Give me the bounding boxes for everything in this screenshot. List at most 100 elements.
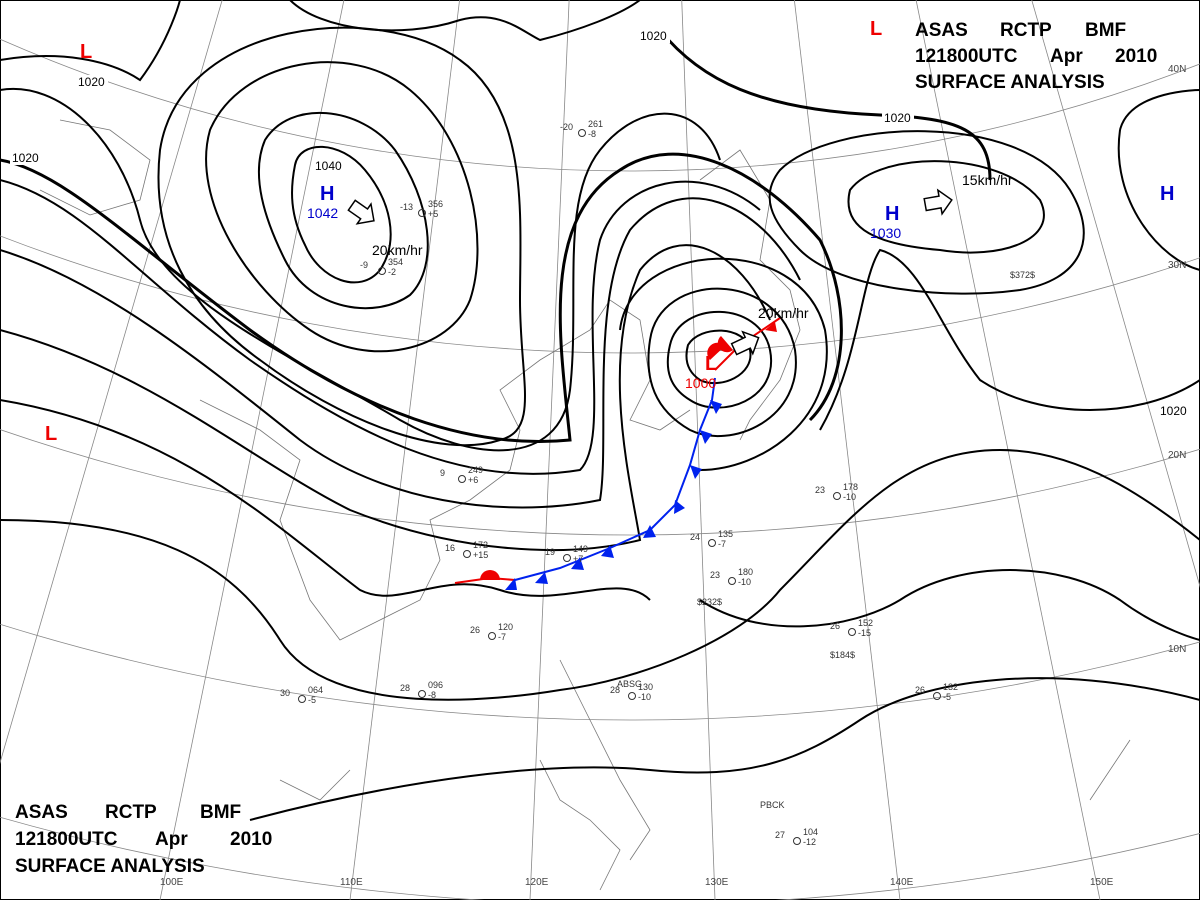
station-code: $184$ [830, 650, 855, 660]
station-marker [563, 554, 571, 562]
station-marker [933, 692, 941, 700]
station-temp: -9 [360, 260, 368, 270]
longitude-label: 140E [890, 877, 914, 888]
station-tendency: -7 [718, 539, 726, 549]
isobars [0, 0, 1200, 821]
fronts [347, 188, 953, 590]
isobar-label-bg [76, 75, 108, 89]
station-pressure: 172 [473, 540, 488, 550]
station-tendency: -2 [388, 267, 396, 277]
central-pressure: 1000 [685, 375, 716, 391]
system-symbol: H [320, 183, 334, 205]
header-month: Apr [1050, 46, 1083, 67]
labels: ASAS RCTP BMF 121800UTC Apr 2010 SURFACE… [10, 18, 1190, 888]
motion-label: 20km/hr [372, 242, 423, 258]
system-symbol: H [885, 203, 899, 225]
station-code: $232$ [697, 597, 722, 607]
station-temp: 23 [815, 485, 825, 495]
station-tendency: +6 [468, 475, 478, 485]
station-code: $372$ [1010, 270, 1035, 280]
station-tendency: -10 [738, 577, 751, 587]
station-marker [578, 129, 586, 137]
station-tendency: -12 [803, 837, 816, 847]
central-pressure: 1042 [307, 205, 338, 221]
isobar-label-bg [638, 29, 670, 43]
station-pressure: 149 [573, 544, 588, 554]
meridian [529, 0, 570, 900]
system-symbol: L [870, 18, 882, 40]
meridian [681, 0, 716, 900]
isobar-label: 1040 [315, 159, 342, 173]
isobar-label: 1020 [12, 151, 39, 165]
station-pressure: 261 [588, 119, 603, 129]
station-pressure: 064 [308, 685, 323, 695]
station-pressure: 249 [468, 465, 483, 475]
header-product: SURFACE ANALYSIS [915, 72, 1105, 93]
station-pressure: 152 [858, 618, 873, 628]
meridian [159, 0, 345, 900]
isobar-label-bg [10, 151, 42, 165]
station-pressure: 130 [638, 682, 653, 692]
station-pressure: 120 [498, 622, 513, 632]
isobar-label: 1020 [78, 75, 105, 89]
station-marker [728, 577, 736, 585]
station-tendency: -5 [943, 692, 951, 702]
station-pressure: 178 [843, 482, 858, 492]
system-symbol: L [80, 41, 92, 63]
header-year: 2010 [230, 829, 272, 850]
station-marker [488, 632, 496, 640]
station-temp: 9 [440, 468, 445, 478]
header-station: RCTP [105, 802, 157, 823]
coastlines [39, 119, 1131, 891]
meridian [1031, 0, 1200, 588]
station-tendency: +15 [473, 550, 488, 560]
isobar-label: 1020 [1160, 404, 1187, 418]
station-temp: 27 [775, 830, 785, 840]
station-tendency: +7 [573, 554, 583, 564]
latitude-label: 10N [1168, 644, 1186, 655]
station-code: ABSG [617, 679, 642, 689]
meridian [349, 0, 460, 900]
header-year: 2010 [1115, 46, 1157, 67]
station-pressure: 354 [388, 257, 403, 267]
station-temp: -20 [560, 122, 573, 132]
system-symbol: L [45, 423, 57, 445]
isobar-label: 1020 [884, 111, 911, 125]
station-tendency: +5 [428, 209, 438, 219]
latitude-label: 20N [1168, 450, 1186, 461]
station-code: PBCK [760, 800, 785, 810]
station-marker [418, 209, 426, 217]
station-pressure: 104 [803, 827, 818, 837]
header-product: SURFACE ANALYSIS [15, 856, 205, 877]
station-pressure: 135 [718, 529, 733, 539]
longitude-label: 110E [340, 877, 363, 888]
station-temp: 26 [915, 685, 925, 695]
isobar-label-bg [882, 111, 914, 125]
longitude-label: 150E [1090, 877, 1114, 888]
header-code: BMF [1085, 20, 1126, 41]
station-temp: 28 [400, 683, 410, 693]
station-temp: 19 [545, 547, 555, 557]
station-marker [833, 492, 841, 500]
station-tendency: -8 [588, 129, 596, 139]
station-temp: 16 [445, 543, 455, 553]
station-marker [418, 690, 426, 698]
station-tendency: -10 [638, 692, 651, 702]
station-marker [708, 539, 716, 547]
station-tendency: -10 [843, 492, 856, 502]
station-pressure: 356 [428, 199, 443, 209]
header-time: 121800UTC [15, 829, 118, 850]
isobar-label-bg [1158, 404, 1190, 418]
latitude-label: 40N [1168, 64, 1186, 75]
header-code: BMF [200, 802, 241, 823]
station-temp: 26 [830, 621, 840, 631]
station-marker [848, 628, 856, 636]
station-temp: 26 [470, 625, 480, 635]
header-time: 121800UTC [915, 46, 1018, 67]
header-agency: ASAS [15, 802, 68, 823]
station-temp: -13 [400, 202, 413, 212]
station-temp: 24 [690, 532, 700, 542]
header-agency: ASAS [915, 20, 968, 41]
station-temp: 30 [280, 688, 290, 698]
